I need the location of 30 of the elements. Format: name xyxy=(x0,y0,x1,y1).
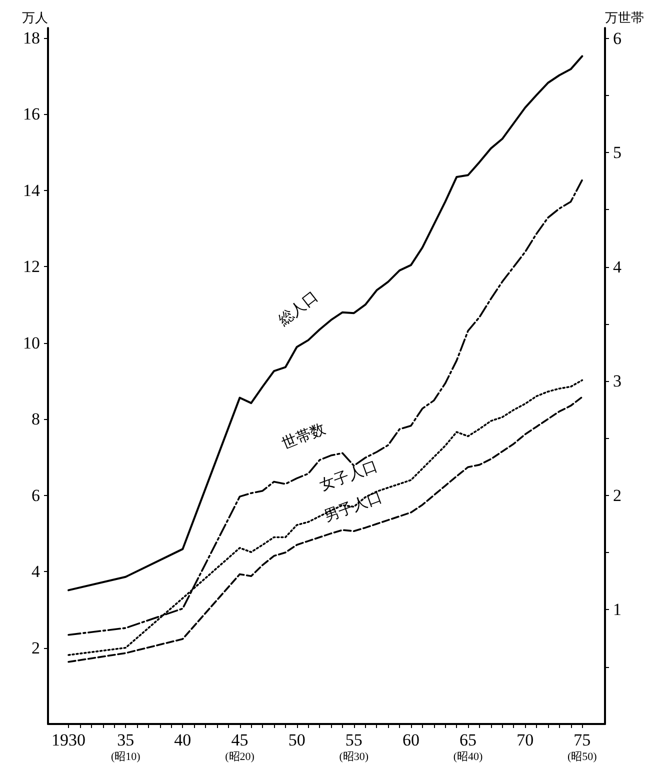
y-tick-label: 18 xyxy=(23,28,40,48)
y-tick-label: 10 xyxy=(23,333,40,352)
y-tick-label: 4 xyxy=(32,562,40,582)
x-tick-label: 75 (昭50) xyxy=(568,730,598,763)
y2-tick-label: 2 xyxy=(613,486,622,505)
y-tick-label: 16 xyxy=(23,104,40,124)
y2-tick-label: 5 xyxy=(613,143,622,162)
x-tick-label: 50 xyxy=(288,730,306,750)
x-tick-label: 60 xyxy=(402,730,420,750)
x-tick-label: 45 (昭20) xyxy=(225,730,255,763)
x-tick-label: 55 (昭30) xyxy=(339,730,369,763)
x-tick-label: 35 (昭10) xyxy=(110,730,141,763)
y-tick-label: 12 xyxy=(23,257,40,276)
text: 世帯数 xyxy=(279,419,328,453)
text: 総人口 xyxy=(274,287,322,330)
y-axis-title: 万人 xyxy=(22,10,48,25)
y2-tick-label: 4 xyxy=(613,257,622,276)
x-tick-label: 40 xyxy=(174,730,192,750)
x-tick-label: 1930 xyxy=(52,730,86,750)
y-tick-label: 6 xyxy=(32,486,40,505)
y2-tick-label: 1 xyxy=(613,600,622,620)
y-tick-label: 8 xyxy=(32,410,40,429)
y2-tick-label: 3 xyxy=(613,372,622,391)
y-tick-label: 14 xyxy=(23,180,40,200)
x-tick-label: 70 xyxy=(516,730,534,750)
y2-tick-label: 6 xyxy=(613,28,622,48)
line-series xyxy=(68,55,584,592)
y2-axis-title: 万世帯 xyxy=(605,10,644,25)
x-tick-label: 65 (昭40) xyxy=(453,730,484,763)
y-tick-label: 2 xyxy=(32,638,40,658)
